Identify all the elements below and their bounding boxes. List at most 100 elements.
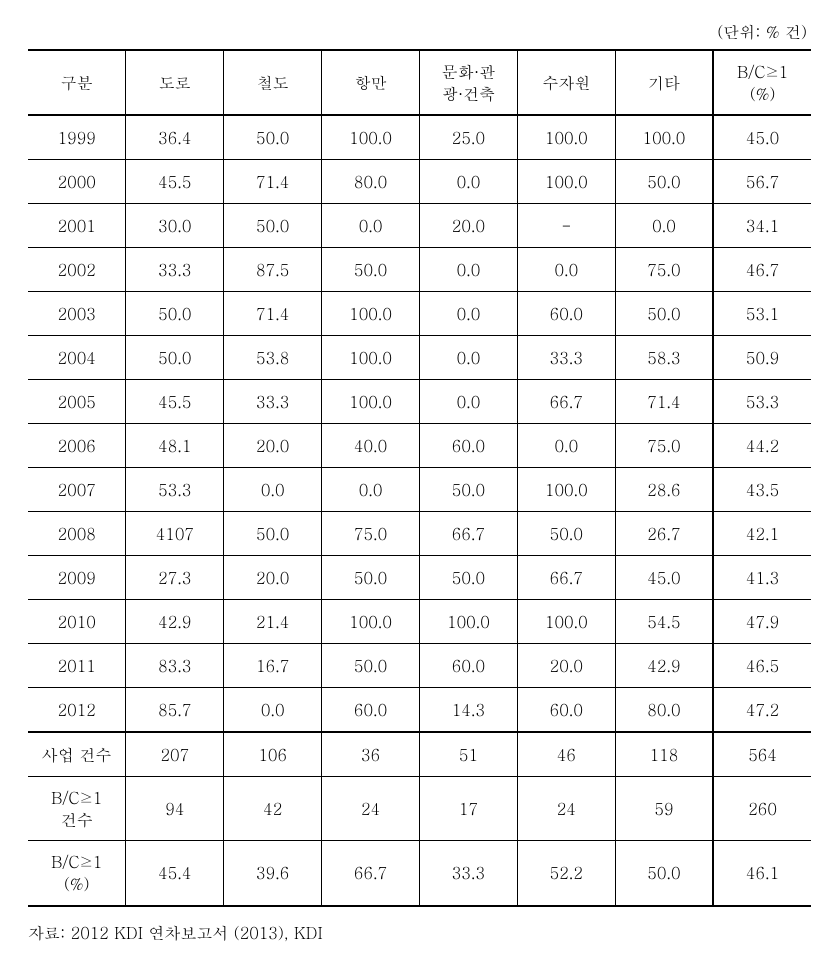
table-cell: 118 <box>615 732 713 777</box>
table-cell: 66.7 <box>517 556 615 600</box>
table-cell: 42 <box>224 777 322 841</box>
table-cell: 83.3 <box>126 644 224 688</box>
table-cell: 66.7 <box>420 512 518 556</box>
table-cell: 100.0 <box>322 380 420 424</box>
summary-row: B/C≥1(%)45.439.666.733.352.250.046.1 <box>28 841 811 906</box>
table-cell: 20.0 <box>224 424 322 468</box>
table-cell: 47.2 <box>713 688 811 733</box>
table-cell: 43.5 <box>713 468 811 512</box>
table-cell: 50.9 <box>713 336 811 380</box>
table-cell: 94 <box>126 777 224 841</box>
table-cell: 2000 <box>28 160 126 204</box>
table-cell: 66.7 <box>322 841 420 906</box>
table-cell: 39.6 <box>224 841 322 906</box>
table-row: 200648.120.040.060.00.075.044.2 <box>28 424 811 468</box>
table-cell: 60.0 <box>322 688 420 733</box>
table-row: 201285.70.060.014.360.080.047.2 <box>28 688 811 733</box>
table-cell: 45.0 <box>713 115 811 160</box>
table-cell: 34.1 <box>713 204 811 248</box>
table-cell: 30.0 <box>126 204 224 248</box>
table-cell: 52.2 <box>517 841 615 906</box>
table-cell: 2010 <box>28 600 126 644</box>
table-cell: 53.3 <box>126 468 224 512</box>
table-row: 201183.316.750.060.020.042.946.5 <box>28 644 811 688</box>
table-cell: 106 <box>224 732 322 777</box>
table-cell: 24 <box>517 777 615 841</box>
table-cell: 100.0 <box>517 115 615 160</box>
table-cell: 0.0 <box>420 248 518 292</box>
table-cell: 66.7 <box>517 380 615 424</box>
table-cell: 42.1 <box>713 512 811 556</box>
table-row: 200545.533.3100.00.066.771.453.3 <box>28 380 811 424</box>
table-cell: 50.0 <box>224 115 322 160</box>
table-cell: 50.0 <box>126 336 224 380</box>
data-table: 구분 도로 철도 항만 문화·관광·건축 수자원 기타 B/C≥1(%) 199… <box>28 49 811 907</box>
table-cell: 50.0 <box>420 556 518 600</box>
table-row: 2008410750.075.066.750.026.742.1 <box>28 512 811 556</box>
table-cell: - <box>517 204 615 248</box>
table-row: 200927.320.050.050.066.745.041.3 <box>28 556 811 600</box>
table-cell: 50.0 <box>420 468 518 512</box>
table-cell: 2009 <box>28 556 126 600</box>
table-row: 199936.450.0100.025.0100.0100.045.0 <box>28 115 811 160</box>
table-cell: 50.0 <box>322 556 420 600</box>
table-cell: 36.4 <box>126 115 224 160</box>
table-row: 200233.387.550.00.00.075.046.7 <box>28 248 811 292</box>
table-cell: 0.0 <box>517 424 615 468</box>
table-row: 200450.053.8100.00.033.358.350.9 <box>28 336 811 380</box>
table-cell: 71.4 <box>224 292 322 336</box>
table-cell: 53.1 <box>713 292 811 336</box>
table-cell: 100.0 <box>322 600 420 644</box>
table-cell: 87.5 <box>224 248 322 292</box>
table-cell: 75.0 <box>322 512 420 556</box>
summary-row: 사업 건수207106365146118564 <box>28 732 811 777</box>
summary-row: B/C≥1건수944224172459260 <box>28 777 811 841</box>
table-cell: 56.7 <box>713 160 811 204</box>
table-cell: 0.0 <box>322 204 420 248</box>
col-header: 철도 <box>224 50 322 115</box>
table-cell: 45.5 <box>126 380 224 424</box>
table-cell: 60.0 <box>517 688 615 733</box>
table-cell: 1999 <box>28 115 126 160</box>
table-cell: 100.0 <box>517 468 615 512</box>
table-cell: 60.0 <box>420 424 518 468</box>
col-header: 도로 <box>126 50 224 115</box>
table-cell: 0.0 <box>420 336 518 380</box>
table-cell: 41.3 <box>713 556 811 600</box>
table-cell: 45.4 <box>126 841 224 906</box>
table-cell: 0.0 <box>224 688 322 733</box>
table-cell: 42.9 <box>126 600 224 644</box>
table-cell: 46 <box>517 732 615 777</box>
table-cell: 44.2 <box>713 424 811 468</box>
col-header: 항만 <box>322 50 420 115</box>
table-cell: 25.0 <box>420 115 518 160</box>
table-row: 200753.30.00.050.0100.028.643.5 <box>28 468 811 512</box>
table-cell: 71.4 <box>615 380 713 424</box>
table-cell: 2001 <box>28 204 126 248</box>
table-cell: 14.3 <box>420 688 518 733</box>
table-cell: 0.0 <box>420 380 518 424</box>
table-cell: 28.6 <box>615 468 713 512</box>
table-row: 200045.571.480.00.0100.050.056.7 <box>28 160 811 204</box>
table-cell: 2006 <box>28 424 126 468</box>
table-row: 200350.071.4100.00.060.050.053.1 <box>28 292 811 336</box>
table-cell: 100.0 <box>615 115 713 160</box>
table-cell: 0.0 <box>420 292 518 336</box>
source-note: 자료: 2012 KDI 연차보고서 (2013), KDI <box>28 921 811 944</box>
table-cell: 100.0 <box>420 600 518 644</box>
table-cell: 0.0 <box>420 160 518 204</box>
table-cell: 33.3 <box>420 841 518 906</box>
table-cell: 53.8 <box>224 336 322 380</box>
table-cell: 17 <box>420 777 518 841</box>
table-cell: 50.0 <box>615 292 713 336</box>
table-cell: 260 <box>713 777 811 841</box>
table-cell: 58.3 <box>615 336 713 380</box>
table-cell: 42.9 <box>615 644 713 688</box>
col-header: 문화·관광·건축 <box>420 50 518 115</box>
table-cell: 100.0 <box>322 115 420 160</box>
table-cell: 564 <box>713 732 811 777</box>
col-header: 수자원 <box>517 50 615 115</box>
table-cell: 2003 <box>28 292 126 336</box>
table-cell: 33.3 <box>224 380 322 424</box>
table-cell: 33.3 <box>517 336 615 380</box>
